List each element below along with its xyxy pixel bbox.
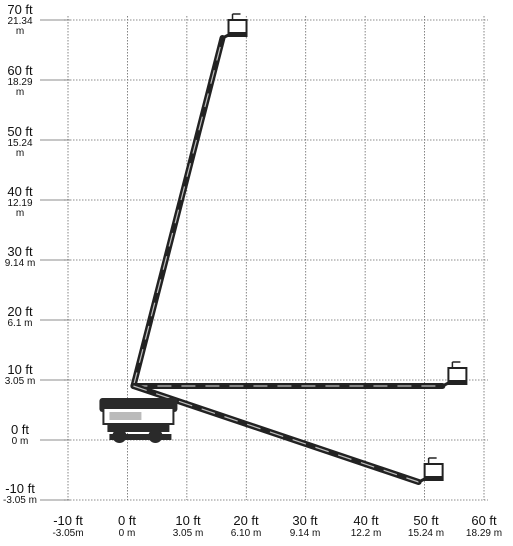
y-tick-label: 40 ft 12.19 m — [7, 184, 33, 219]
boom-arm-highlight — [132, 37, 224, 387]
tracks — [109, 434, 172, 440]
x-tick-label: 60 ft 18.29 m — [465, 513, 503, 539]
y-tick-label: 30 ft 9.14 m — [4, 244, 36, 269]
x-tick-label: 30 ft 9.14 m — [289, 513, 321, 539]
chassis-panel — [109, 412, 142, 420]
x-tick-label: 40 ft 12.2 m — [350, 513, 382, 539]
platform-floor — [448, 380, 467, 384]
y-tick-label: 60 ft 18.29 m — [7, 63, 33, 98]
platform-floor — [424, 476, 443, 480]
platform-floor — [228, 32, 247, 36]
y-tick-label: 50 ft 15.24 m — [7, 124, 33, 159]
x-tick-label: 10 ft 3.05 m — [172, 513, 204, 539]
x-tick-label: 0 ft 0 m — [117, 513, 137, 539]
x-tick-label: -10 ft -3.05m — [52, 513, 84, 539]
y-tick-label: -10 ft -3.05 m — [3, 481, 37, 506]
chassis-frame — [107, 424, 170, 432]
y-tick-label: 10 ft 3.05 m — [4, 362, 36, 387]
x-tick-label: 20 ft 6.10 m — [230, 513, 262, 539]
boom-arm-highlight — [133, 385, 419, 483]
y-tick-label: 20 ft 6.1 m — [7, 304, 33, 329]
x-tick-label: 50 ft 15.24 m — [407, 513, 445, 539]
y-tick-label: 0 ft 0 m — [10, 422, 30, 447]
y-tick-label: 70 ft 21.34 m — [7, 2, 33, 37]
